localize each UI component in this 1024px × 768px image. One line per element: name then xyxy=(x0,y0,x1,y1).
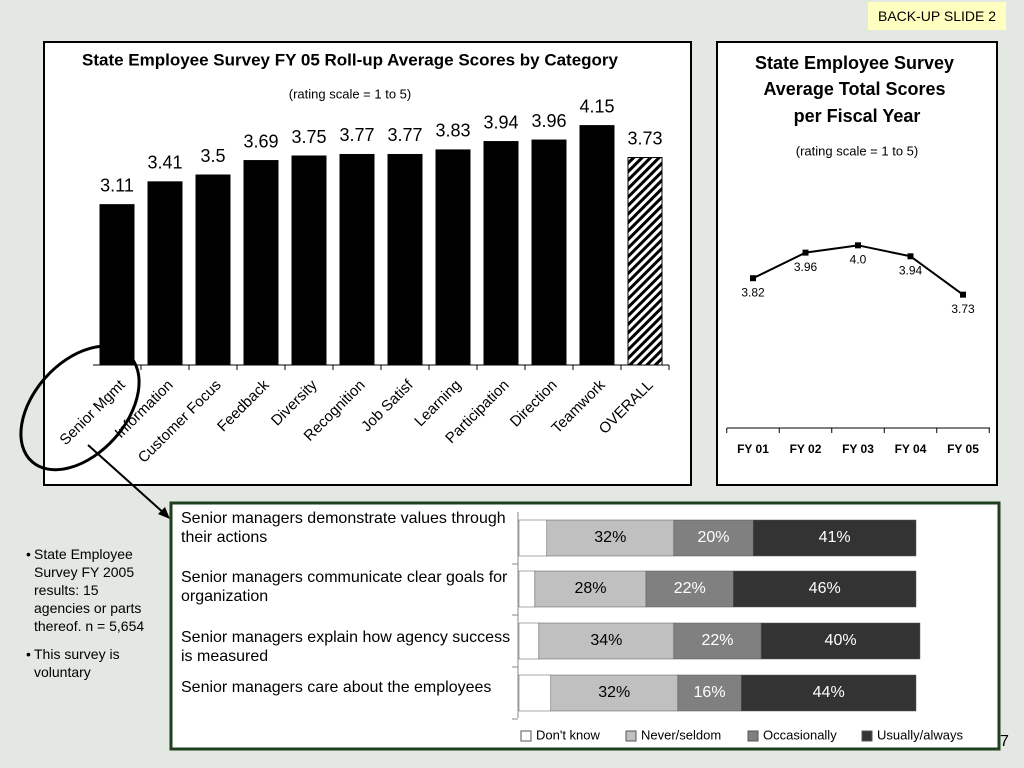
callout-arrowhead xyxy=(158,507,170,519)
value-label: 3.75 xyxy=(291,127,326,147)
value-label: 41% xyxy=(819,529,851,546)
legend-swatch xyxy=(747,730,759,742)
value-label: 3.94 xyxy=(899,263,923,277)
value-label: 40% xyxy=(825,632,857,649)
bar-segment xyxy=(550,674,679,712)
category-label: Senior managers explain how agency succe… xyxy=(181,629,511,665)
bar-segment xyxy=(741,674,917,712)
legend-swatch xyxy=(861,730,873,742)
callout-arrow xyxy=(87,444,167,516)
bar-segment xyxy=(645,570,734,608)
value-label: 3.77 xyxy=(339,125,374,145)
category-label: Senior managers demonstrate values throu… xyxy=(181,510,506,546)
bar-chart-subtitle: (rating scale = 1 to 5) xyxy=(289,86,411,101)
bar xyxy=(531,139,567,366)
line-chart-title: State Employee Survey Average Total Scor… xyxy=(755,53,959,126)
slide-badge: BACK-UP SLIDE 2 xyxy=(868,2,1006,30)
value-label: 22% xyxy=(674,580,706,597)
x-tick-label: FY 05 xyxy=(947,442,979,456)
legend-label: Don't know xyxy=(536,727,601,742)
note: State Employee Survey FY 2005 results: 1… xyxy=(26,545,146,635)
value-label: 44% xyxy=(813,684,845,701)
marker xyxy=(960,291,966,298)
marker xyxy=(907,253,914,260)
legend-label: Usually/always xyxy=(877,727,963,742)
value-label: 20% xyxy=(698,529,730,546)
bar xyxy=(627,157,663,366)
bar-segment xyxy=(752,519,917,557)
value-label: 34% xyxy=(590,632,622,649)
legend-label: Never/seldom xyxy=(641,727,721,742)
bar-segment xyxy=(733,570,917,608)
legend-swatch xyxy=(625,730,637,742)
notes: State Employee Survey FY 2005 results: 1… xyxy=(26,545,146,691)
value-label: 3.77 xyxy=(387,125,422,145)
bar-chart-title: State Employee Survey FY 05 Roll-up Aver… xyxy=(82,50,619,69)
value-label: 16% xyxy=(694,684,726,701)
x-tick-label: FY 02 xyxy=(790,442,822,456)
bar xyxy=(99,204,135,366)
marker xyxy=(802,249,809,256)
bar-segment xyxy=(518,519,548,557)
value-label: 3.94 xyxy=(483,112,518,132)
value-label: 3.96 xyxy=(794,260,818,274)
x-tick-label: FY 01 xyxy=(737,442,769,456)
value-label: 4.0 xyxy=(850,253,867,267)
value-label: 3.96 xyxy=(531,111,566,131)
value-label: 4.15 xyxy=(579,96,614,116)
line-chart-title-line: Average Total Scores xyxy=(763,79,945,99)
bar-segment xyxy=(518,570,536,608)
bar xyxy=(579,125,615,366)
value-label: 3.11 xyxy=(100,175,134,195)
value-label: 3.41 xyxy=(147,153,182,173)
value-label: 32% xyxy=(598,684,630,701)
value-label: 22% xyxy=(701,632,733,649)
bar-segment xyxy=(673,622,762,660)
bar-segment xyxy=(673,519,754,557)
bar-segment xyxy=(518,622,540,660)
bar xyxy=(339,153,375,366)
bar-segment xyxy=(518,674,552,712)
value-label: 3.69 xyxy=(243,131,278,151)
value-label: 3.73 xyxy=(627,128,662,148)
bar xyxy=(387,153,423,366)
value-label: 32% xyxy=(594,529,626,546)
x-tick-label: FY 03 xyxy=(842,442,874,456)
value-label: 46% xyxy=(809,580,841,597)
legend-label: Occasionally xyxy=(763,727,837,742)
bar xyxy=(195,174,231,366)
line-chart-title-line: per Fiscal Year xyxy=(794,106,921,126)
bar xyxy=(291,155,327,366)
category-label: Senior managers care about the employees xyxy=(181,679,492,696)
line-chart-title-line: State Employee Survey xyxy=(755,53,954,73)
value-label: 3.83 xyxy=(435,121,470,141)
bar-segment xyxy=(677,674,742,712)
value-label: 3.73 xyxy=(951,302,975,316)
legend-swatch xyxy=(520,730,532,742)
line-chart-subtitle: (rating scale = 1 to 5) xyxy=(796,143,918,158)
page-number: 7 xyxy=(1000,733,1009,750)
bar-segment xyxy=(760,622,921,660)
x-tick-label: FY 04 xyxy=(895,442,927,456)
note: This survey is voluntary xyxy=(26,645,146,681)
marker xyxy=(750,275,756,282)
value-label: 28% xyxy=(574,580,606,597)
value-label: 3.82 xyxy=(741,285,765,299)
bar xyxy=(483,141,519,366)
category-label: Senior managers communicate clear goals … xyxy=(181,569,508,605)
bar-segment xyxy=(546,519,675,557)
line-chart-frame xyxy=(716,41,998,486)
bar xyxy=(435,149,471,366)
marker xyxy=(855,242,861,249)
value-label: 3.5 xyxy=(200,146,225,166)
bar xyxy=(147,181,183,366)
bar xyxy=(243,160,279,366)
